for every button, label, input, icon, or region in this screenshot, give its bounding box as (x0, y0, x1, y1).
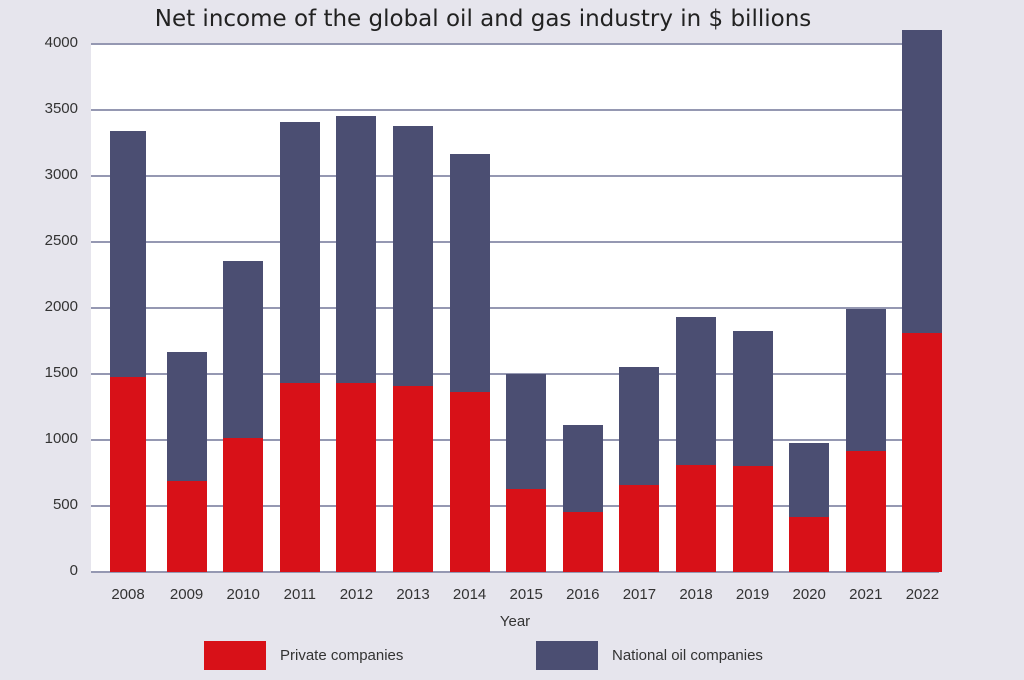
gridline (91, 241, 939, 243)
bar-segment-private (562, 511, 603, 572)
legend-item-private: Private companies (204, 641, 403, 670)
bar-segment-private (789, 516, 830, 572)
bar-segment-national (166, 351, 207, 482)
bar-segment-private (223, 438, 264, 572)
y-tick-label: 4000 (44, 34, 78, 51)
bar-2010 (223, 261, 264, 572)
legend-item-national: National oil companies (536, 641, 763, 670)
legend-label-private: Private companies (280, 647, 404, 664)
bar-segment-private (279, 382, 320, 572)
x-axis-label: Year (499, 613, 531, 630)
y-tick-label: 1500 (44, 364, 78, 381)
bar-2015 (506, 374, 547, 572)
x-tick-label: 2012 (339, 586, 374, 603)
x-tick-label: 2010 (226, 586, 260, 603)
bar-segment-private (166, 481, 207, 572)
bar-2013 (393, 125, 433, 572)
x-tick-label: 2019 (735, 586, 770, 603)
bar-segment-national (902, 30, 943, 333)
bar-segment-private (845, 450, 886, 572)
bar-segment-private (619, 485, 660, 572)
y-tick-label: 0 (69, 562, 78, 579)
legend-swatch-private (204, 641, 266, 670)
gridline (91, 109, 939, 111)
bar-2022 (902, 30, 943, 572)
bar-2014 (449, 153, 490, 572)
x-tick-label: 2021 (849, 586, 883, 603)
bar-segment-private (732, 466, 773, 572)
bar-segment-national (279, 122, 320, 383)
bar-segment-national (619, 367, 660, 485)
bar-segment-private (506, 488, 547, 572)
y-tick-label: 3500 (44, 100, 78, 117)
bar-2021 (845, 309, 886, 572)
y-tick-label: 2000 (44, 298, 78, 315)
bar-segment-national (845, 309, 886, 451)
bar-2009 (166, 351, 207, 572)
gridline (91, 571, 939, 573)
y-tick-label: 3000 (44, 166, 78, 183)
x-tick-label: 2022 (905, 586, 940, 603)
bar-2018 (676, 316, 716, 572)
bar-segment-private (336, 382, 377, 572)
bar-2017 (619, 367, 660, 572)
x-tick-label: 2009 (169, 586, 204, 603)
x-tick-label: 2011 (283, 586, 316, 603)
bar-segment-private (449, 391, 490, 572)
gridline (91, 307, 939, 309)
x-tick-label: 2013 (396, 586, 430, 603)
x-tick-label: 2008 (111, 586, 145, 603)
x-tick-label: 2015 (509, 586, 543, 603)
legend-swatch-national (536, 641, 598, 670)
bar-segment-private (110, 377, 146, 572)
bar-segment-national (110, 130, 146, 378)
legend-label-national: National oil companies (612, 647, 763, 664)
x-tick-label: 2017 (622, 586, 657, 603)
bar-segment-private (902, 332, 943, 572)
bar-2011 (279, 122, 320, 572)
chart-title: Net income of the global oil and gas ind… (154, 6, 812, 32)
gridline (91, 43, 939, 45)
y-tick-label: 2500 (44, 232, 78, 249)
bar-segment-national (336, 115, 377, 383)
plot-area (91, 30, 943, 573)
bar-segment-national (449, 153, 490, 392)
bar-2008 (110, 130, 146, 572)
x-tick-label: 2018 (679, 586, 713, 603)
x-tick-label: 2014 (452, 586, 487, 603)
bar-segment-national (223, 261, 264, 438)
bar-2019 (732, 330, 773, 572)
bar-segment-national (562, 424, 603, 512)
gridline (91, 175, 939, 177)
bar-segment-national (789, 443, 830, 517)
bar-2012 (336, 115, 377, 572)
y-tick-label: 500 (52, 496, 78, 513)
bar-segment-national (393, 125, 433, 386)
y-tick-label: 1000 (44, 430, 78, 447)
bar-segment-national (676, 316, 716, 465)
x-tick-label: 2016 (566, 586, 600, 603)
x-tick-label: 2020 (792, 586, 826, 603)
bar-segment-national (732, 330, 773, 466)
bar-segment-national (506, 374, 547, 489)
bar-segment-private (393, 386, 433, 572)
bar-2020 (789, 443, 830, 572)
bar-segment-private (676, 464, 716, 572)
bar-2016 (562, 424, 603, 572)
